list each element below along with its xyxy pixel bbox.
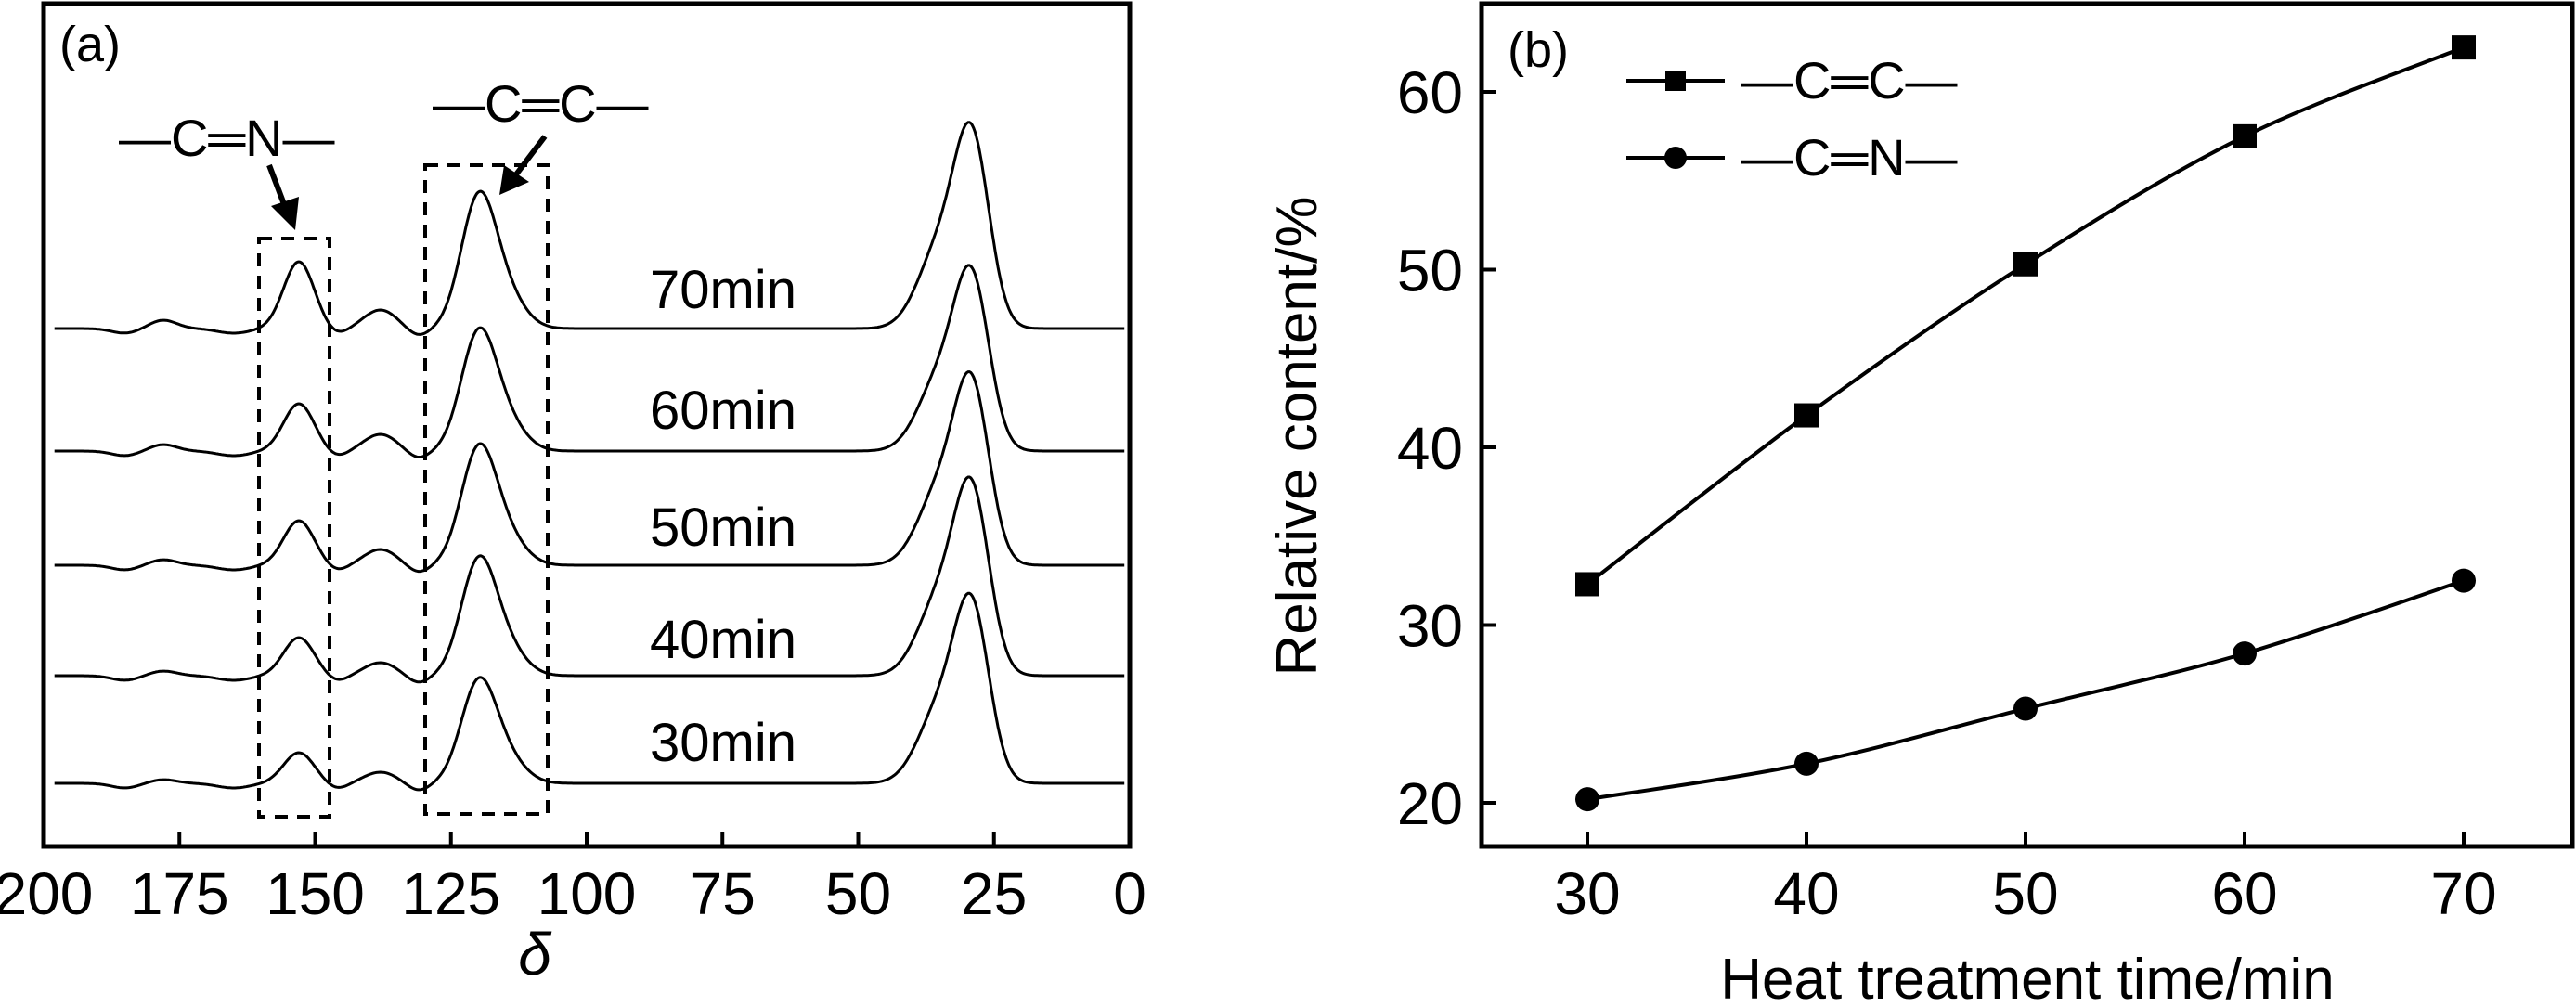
spectrum-line-60min — [54, 264, 1125, 458]
spectrum-line-70min — [54, 121, 1125, 336]
x-tick-label: 75 — [690, 860, 756, 927]
cn-annotation: —C═N— — [119, 109, 335, 167]
x-tick-label: 60 — [2211, 860, 2277, 927]
data-point-circle — [1794, 751, 1819, 776]
panel-a-label: (a) — [59, 17, 121, 72]
cn-arrow-icon — [266, 163, 299, 230]
data-point-circle — [2452, 568, 2476, 593]
y-tick-label: 50 — [1397, 238, 1463, 304]
y-tick-label: 40 — [1397, 415, 1463, 482]
legend-circle-marker-icon — [1664, 147, 1687, 169]
y-tick-label: 60 — [1397, 59, 1463, 126]
legend-cn-label: —C═N— — [1741, 128, 1958, 187]
x-tick-label: 175 — [130, 860, 229, 927]
panel-b-label: (b) — [1508, 22, 1569, 78]
data-point-square — [1575, 572, 1599, 597]
series-line-cn — [1586, 578, 2465, 802]
spectrum-line-50min — [54, 370, 1125, 574]
spectrum-line-40min — [54, 475, 1125, 684]
cc-arrow-icon — [499, 135, 548, 195]
x-tick-label: 50 — [1992, 860, 2058, 927]
x-tick-label: 50 — [825, 860, 891, 927]
cc-highlight-box — [423, 163, 550, 816]
x-tick-label: 0 — [1113, 860, 1146, 927]
data-point-square — [1794, 403, 1819, 428]
x-tick-label: 30 — [1554, 860, 1620, 927]
spectrum-label: 40min — [650, 610, 796, 670]
x-tick-label: 25 — [961, 860, 1027, 927]
legend-cc-label: —C═C— — [1741, 51, 1958, 110]
y-tick-label: 20 — [1397, 770, 1463, 837]
x-tick-label: 125 — [401, 860, 500, 927]
panel-b: (b) 30 40 50 60 70 20 30 40 50 60 —C═C— —C═N— Hea… — [1265, 1, 2575, 1007]
cc-annotation: —C═C— — [433, 74, 649, 133]
legend-square-marker-icon — [1665, 71, 1686, 91]
spectrum-label: 60min — [650, 381, 796, 441]
cn-highlight-box — [257, 237, 331, 819]
spectrum-line-30min — [54, 591, 1125, 792]
data-point-circle — [2013, 696, 2038, 721]
x-tick-label: 40 — [1773, 860, 1839, 927]
panel-a: (a) 200 175 150 125 100 75 50 25 0 30min 40min 50m… — [0, 1, 1146, 988]
data-point-circle — [2233, 641, 2257, 666]
x-tick-label: 200 — [0, 860, 93, 927]
spectrum-label: 70min — [650, 260, 796, 320]
legend: —C═C— —C═N— — [1626, 51, 1958, 187]
panel-a-x-axis-label: δ — [518, 921, 552, 988]
spectrum-label: 30min — [650, 713, 796, 773]
series-line-cc — [1586, 45, 2465, 587]
x-tick-label: 100 — [537, 860, 637, 927]
y-tick-label: 30 — [1397, 593, 1463, 660]
data-point-circle — [1575, 787, 1599, 812]
x-tick-label: 70 — [2430, 860, 2496, 927]
panel-b-y-axis-label: Relative content/% — [1265, 197, 1329, 677]
spectrum-label: 50min — [650, 497, 796, 558]
panel-b-x-axis-label: Heat treatment time/min — [1720, 948, 2335, 1007]
data-point-square — [2452, 35, 2476, 60]
x-tick-label: 150 — [265, 860, 365, 927]
data-point-square — [2013, 252, 2038, 277]
data-point-square — [2233, 123, 2257, 148]
